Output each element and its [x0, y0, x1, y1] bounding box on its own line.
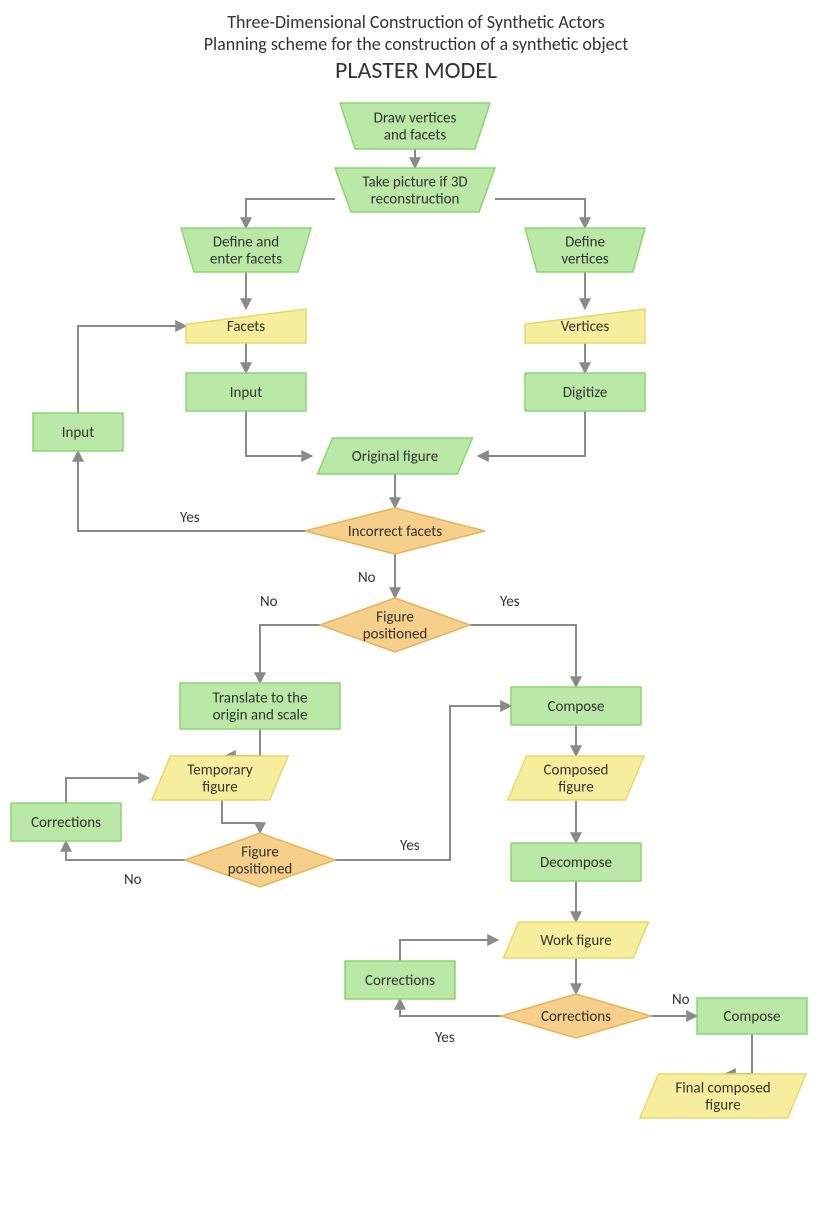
node-input_loop: Input — [33, 413, 123, 451]
node-fig_pos2: Figurepositioned — [185, 833, 335, 887]
edge — [66, 778, 149, 803]
node-label: Digitize — [563, 384, 608, 402]
node-corr_diamond: Corrections — [501, 994, 651, 1038]
node-label: Temporary — [187, 762, 253, 780]
node-label: figure — [202, 779, 237, 797]
edge-label: Yes — [435, 1029, 455, 1047]
node-orig_figure: Original figure — [317, 438, 472, 474]
node-label: origin and scale — [213, 707, 308, 725]
node-compose2: Compose — [697, 998, 807, 1034]
node-label: Input — [230, 384, 262, 402]
edge — [495, 199, 585, 228]
node-label: positioned — [228, 861, 293, 879]
node-label: Incorrect facets — [348, 523, 442, 541]
node-label: Final composed — [675, 1080, 770, 1098]
edge — [66, 841, 185, 860]
node-label: Facets — [227, 318, 265, 336]
edge — [335, 706, 511, 860]
node-label: Decompose — [540, 854, 612, 872]
node-label: Input — [62, 424, 94, 442]
node-label: enter facets — [210, 251, 282, 269]
node-label: Composed — [544, 762, 609, 780]
node-take_pic: Take picture if 3Dreconstruction — [335, 168, 495, 212]
edge — [222, 800, 260, 833]
node-draw_vertices: Draw verticesand facets — [340, 103, 490, 149]
edge — [470, 625, 576, 687]
node-final_fig: Final composedfigure — [640, 1074, 806, 1118]
node-label: Figure — [241, 844, 279, 862]
node-define_facets: Define andenter facets — [181, 228, 311, 272]
edge — [400, 999, 501, 1016]
node-label: Corrections — [365, 972, 435, 990]
title-line3: PLASTER MODEL — [335, 56, 497, 85]
node-label: Original figure — [352, 448, 438, 466]
node-work_fig: Work figure — [503, 922, 648, 958]
edge — [478, 411, 585, 456]
title-line2: Planning scheme for the construction of … — [204, 33, 629, 55]
edge-label: Yes — [180, 509, 200, 527]
node-corrections2: Corrections — [345, 961, 455, 999]
flowchart-canvas: Three-Dimensional Construction of Synthe… — [0, 0, 833, 1209]
node-incorrect: Incorrect facets — [305, 508, 485, 554]
node-label: Corrections — [31, 814, 101, 832]
node-corrections1: Corrections — [11, 803, 121, 841]
edge — [260, 625, 320, 683]
edge-label: Yes — [400, 837, 420, 855]
node-label: Compose — [547, 698, 604, 716]
node-label: Compose — [723, 1008, 780, 1026]
node-label: vertices — [561, 251, 608, 269]
node-label: figure — [705, 1097, 740, 1115]
node-label: Corrections — [541, 1008, 611, 1026]
node-decompose: Decompose — [511, 843, 641, 881]
node-label: Vertices — [561, 318, 610, 336]
node-label: Define — [565, 234, 605, 252]
edge — [225, 729, 260, 756]
node-compose1: Compose — [511, 687, 641, 725]
edge — [246, 411, 312, 456]
node-label: positioned — [363, 626, 428, 644]
edge — [400, 940, 498, 961]
node-label: Figure — [376, 609, 414, 627]
node-vertices: Vertices — [525, 309, 645, 343]
edge — [246, 199, 335, 228]
edge — [725, 1034, 752, 1074]
edge — [78, 326, 186, 413]
node-temp_fig: Temporaryfigure — [152, 756, 288, 800]
node-digitize: Digitize — [525, 373, 645, 411]
node-translate: Translate to theorigin and scale — [180, 683, 340, 729]
node-label: reconstruction — [371, 191, 460, 209]
node-label: Translate to the — [213, 690, 308, 708]
edge-label: Yes — [500, 593, 520, 611]
node-input1: Input — [186, 373, 306, 411]
node-label: Define and — [213, 234, 279, 252]
node-label: and facets — [384, 127, 447, 145]
node-label: Take picture if 3D — [362, 174, 467, 192]
edge-label: No — [124, 871, 142, 889]
edge-label: No — [260, 593, 278, 611]
node-label: Work figure — [540, 932, 611, 950]
node-label: Draw vertices — [374, 110, 457, 128]
edge-label: No — [358, 569, 376, 587]
edge-label: No — [672, 991, 690, 1009]
node-facets: Facets — [186, 309, 306, 343]
node-comp_fig: Composedfigure — [508, 756, 644, 800]
title-line1: Three-Dimensional Construction of Synthe… — [227, 11, 604, 33]
node-define_verts: Definevertices — [525, 228, 645, 272]
node-fig_pos1: Figurepositioned — [320, 598, 470, 652]
node-label: figure — [558, 779, 593, 797]
